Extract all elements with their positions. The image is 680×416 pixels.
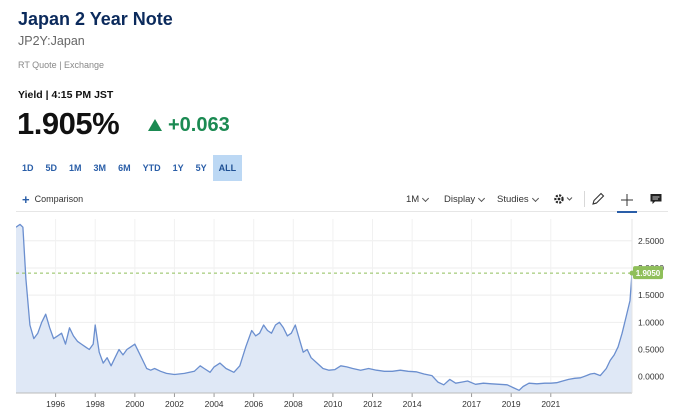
interval-dropdown[interactable]: 1M bbox=[406, 194, 430, 205]
chart-toolbar: + Comparison 1M Display Studies bbox=[16, 184, 668, 213]
up-arrow-icon bbox=[148, 119, 162, 131]
range-button-5y[interactable]: 5Y bbox=[195, 163, 207, 173]
pencil-icon bbox=[592, 192, 605, 205]
x-tick-label: 1998 bbox=[86, 399, 105, 409]
plus-icon: + bbox=[22, 191, 30, 207]
comment-icon bbox=[650, 194, 662, 204]
yield-time-label: Yield | 4:15 PM JST bbox=[18, 89, 114, 101]
studies-label: Studies bbox=[497, 194, 529, 205]
x-tick-label: 2017 bbox=[462, 399, 481, 409]
display-dropdown[interactable]: Display bbox=[444, 194, 486, 205]
range-button-ytd[interactable]: YTD bbox=[142, 163, 161, 173]
gear-icon bbox=[554, 194, 573, 204]
chevron-down-icon bbox=[422, 194, 430, 202]
quote-meta: RT Quote | Exchange bbox=[18, 60, 105, 70]
x-tick-label: 2000 bbox=[125, 399, 144, 409]
range-button-6m[interactable]: 6M bbox=[118, 163, 131, 173]
yield-line bbox=[15, 223, 633, 391]
y-tick-label: 0.0000 bbox=[638, 372, 664, 382]
crosshair-button[interactable] bbox=[617, 189, 637, 213]
range-selector: 1D 5D 1M 3M 6M YTD 1Y 5Y ALL bbox=[16, 155, 243, 181]
x-tick-label: 2012 bbox=[363, 399, 382, 409]
chevron-down-icon bbox=[531, 194, 539, 202]
draw-button[interactable] bbox=[588, 189, 608, 209]
y-tick-label: 0.5000 bbox=[638, 345, 664, 355]
change-value: +0.063 bbox=[168, 114, 230, 136]
range-button-all[interactable]: ALL bbox=[212, 155, 243, 181]
chart-svg[interactable]: 2.50002.00001.50001.00000.50000.00001996… bbox=[15, 213, 668, 416]
interval-label: 1M bbox=[406, 194, 420, 205]
x-tick-label: 2002 bbox=[165, 399, 184, 409]
range-button-5d[interactable]: 5D bbox=[45, 163, 58, 173]
settings-dropdown[interactable] bbox=[551, 189, 577, 209]
price-chart[interactable]: 2.50002.00001.50001.00000.50000.00001996… bbox=[15, 213, 668, 416]
studies-dropdown[interactable]: Studies bbox=[497, 194, 539, 205]
x-tick-label: 2019 bbox=[502, 399, 521, 409]
x-tick-label: 2021 bbox=[541, 399, 560, 409]
x-tick-label: 2014 bbox=[403, 399, 422, 409]
crosshair-icon bbox=[621, 194, 633, 206]
last-value-label: 1.9050 bbox=[636, 269, 661, 278]
symbol-label: JP2Y:Japan bbox=[18, 34, 85, 48]
comparison-button[interactable]: + Comparison bbox=[22, 191, 84, 207]
x-tick-label: 1996 bbox=[46, 399, 65, 409]
y-tick-label: 2.5000 bbox=[638, 236, 664, 246]
chevron-down-icon bbox=[478, 194, 486, 202]
y-tick-label: 1.0000 bbox=[638, 317, 664, 327]
range-button-3m[interactable]: 3M bbox=[93, 163, 107, 173]
x-tick-label: 2008 bbox=[284, 399, 303, 409]
last-value-badge bbox=[633, 266, 663, 280]
range-button-1y[interactable]: 1Y bbox=[172, 163, 184, 173]
yield-area bbox=[16, 224, 632, 393]
x-tick-label: 2010 bbox=[323, 399, 342, 409]
price-value: 1.905% bbox=[17, 106, 120, 141]
toolbar-separator bbox=[584, 191, 585, 207]
x-tick-label: 2004 bbox=[205, 399, 224, 409]
x-tick-label: 2006 bbox=[244, 399, 263, 409]
display-label: Display bbox=[444, 194, 476, 205]
quote-title: Japan 2 Year Note bbox=[18, 9, 173, 29]
comment-button[interactable] bbox=[646, 189, 666, 209]
price-change: +0.063 bbox=[148, 114, 230, 137]
range-button-1m[interactable]: 1M bbox=[69, 163, 82, 173]
range-button-1d[interactable]: 1D bbox=[22, 163, 34, 173]
comparison-label: Comparison bbox=[34, 194, 84, 204]
y-tick-label: 1.5000 bbox=[638, 290, 664, 300]
